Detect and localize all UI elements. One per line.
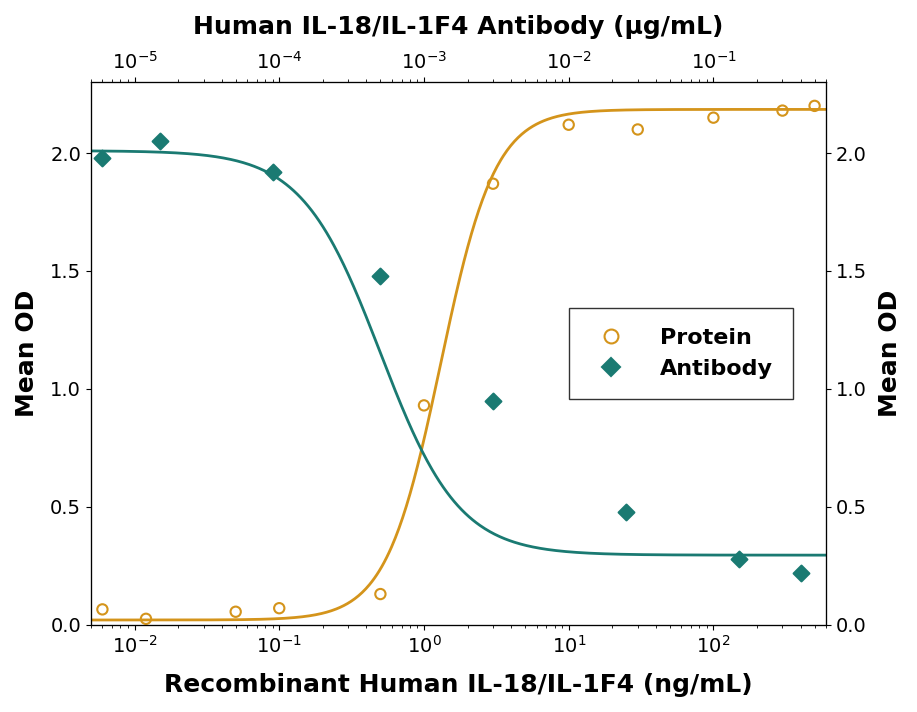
Point [775, 105, 790, 116]
Point [95, 604, 110, 615]
Point [416, 399, 431, 411]
Point [732, 553, 746, 565]
X-axis label: Human IL-18/IL-1F4 Antibody (μg/mL): Human IL-18/IL-1F4 Antibody (μg/mL) [193, 15, 724, 39]
Point [95, 152, 110, 164]
Point [561, 119, 576, 130]
Legend: Protein, Antibody: Protein, Antibody [569, 308, 793, 399]
Point [619, 506, 634, 517]
X-axis label: Recombinant Human IL-18/IL-1F4 (ng/mL): Recombinant Human IL-18/IL-1F4 (ng/mL) [164, 673, 753, 697]
Point [138, 613, 153, 624]
Point [486, 178, 501, 189]
Point [272, 602, 287, 614]
Point [265, 166, 280, 177]
Point [630, 124, 645, 135]
Y-axis label: Mean OD: Mean OD [15, 290, 39, 417]
Point [373, 270, 388, 281]
Y-axis label: Mean OD: Mean OD [878, 290, 902, 417]
Point [152, 135, 167, 147]
Point [807, 100, 822, 112]
Point [228, 606, 243, 617]
Point [793, 567, 808, 579]
Point [486, 395, 501, 407]
Point [373, 588, 388, 600]
Point [706, 112, 721, 123]
